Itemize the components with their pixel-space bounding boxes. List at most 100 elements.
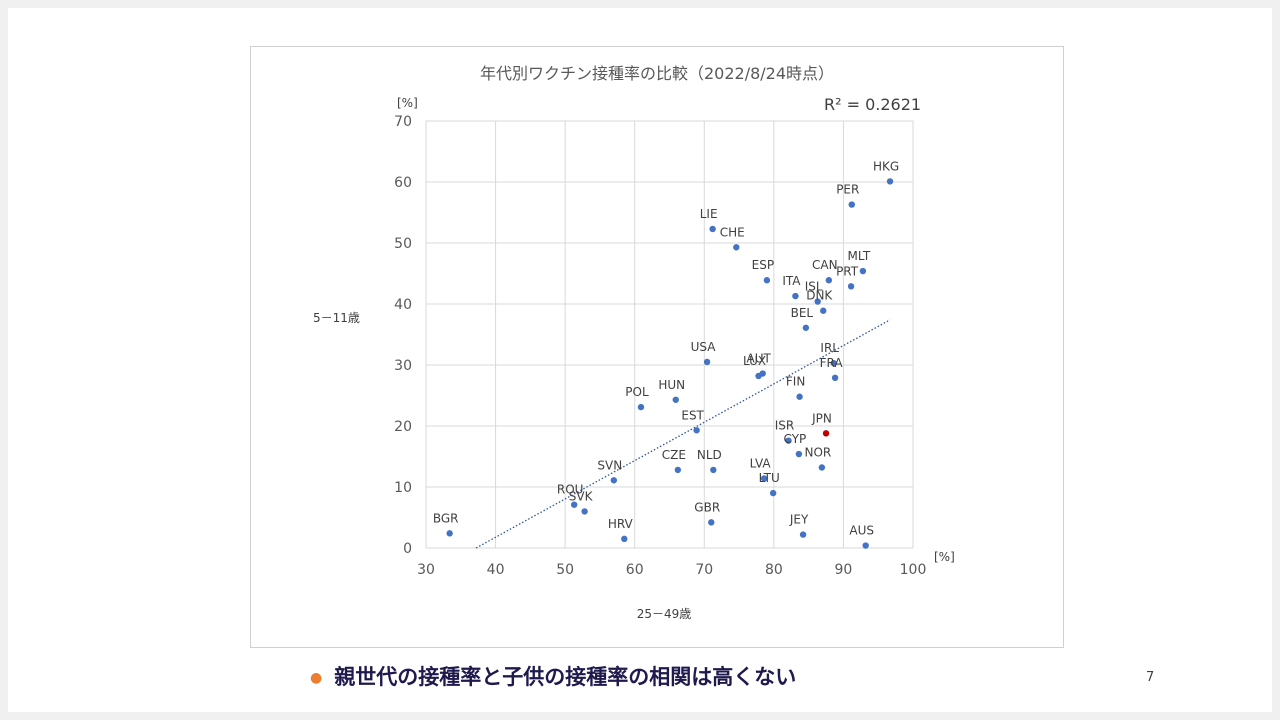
data-point [570,501,578,508]
data-point [859,267,867,275]
data-label: FRA [820,356,844,370]
data-point [637,403,645,411]
x-tick-label: 90 [835,562,853,578]
y-tick-label: 10 [394,480,412,496]
data-point [709,225,716,233]
data-label: HKG [873,159,899,173]
data-label: SVK [569,489,594,503]
y-tick-label: 20 [394,419,412,435]
data-point [822,430,830,437]
data-label: ITA [782,274,801,288]
data-label: DNK [806,289,833,303]
data-point [733,244,740,251]
data-label: AUT [747,352,772,366]
data-label: CZE [662,448,686,462]
x-tick-label: 70 [695,562,713,578]
x-tick-label: 30 [417,562,435,578]
data-point [831,374,839,382]
y-tick-label: 40 [394,297,412,313]
data-point [825,277,833,284]
y-tick-label: 70 [394,114,412,130]
data-point [830,359,837,367]
data-point [760,475,768,482]
chart-title: 年代別ワクチン接種率の比較（2022/8/24時点） [479,64,835,83]
page-number: 7 [1146,670,1155,685]
data-label: CYP [784,432,807,446]
data-point [862,542,869,549]
data-point [847,283,855,290]
data-point [703,358,711,366]
x-tick-label: 100 [900,562,927,578]
data-point [799,531,807,538]
y-axis-unit: [%] [397,96,418,110]
data-label: BEL [791,306,814,320]
data-label: ISR [775,419,795,433]
data-label: NLD [697,448,722,462]
data-point [708,519,715,526]
x-tick-label: 60 [626,562,644,578]
x-axis-unit: [%] [934,550,955,564]
data-point [818,464,826,471]
y-axis-label: 5－11歳 [313,311,360,325]
data-label: IRL [820,341,839,355]
data-label: GBR [694,500,720,514]
data-label: MLT [848,249,871,263]
data-label: HUN [658,378,685,392]
scatter-plot: 30 40 50 60 70 80 90 100 0 10 20 30 40 50 60 70 BGR HRV SV… [394,114,927,578]
x-tick-label: 80 [765,562,783,578]
data-point [769,489,777,497]
data-label: CAN [812,258,838,272]
data-label: ISL [805,280,823,294]
data-label: EST [681,408,704,422]
data-point [802,324,810,331]
data-label: NOR [804,445,831,459]
data-label: HRV [608,517,634,531]
data-label: BGR [433,511,459,525]
data-label: PER [836,183,859,197]
bullet-item: ● 親世代の接種率と子供の接種率の相関は高くない [310,661,796,691]
data-point [796,393,803,400]
y-tick-label: 60 [394,175,412,191]
data-point [814,298,821,305]
y-tick-label: 50 [394,236,412,252]
data-point [792,292,799,300]
x-axis-label: 25－49歳 [636,607,692,621]
data-label: USA [691,340,717,354]
data-point [581,508,588,515]
data-point [785,437,792,444]
data-point [621,535,628,543]
data-label: ROU [557,483,584,497]
data-label: LIE [700,207,718,221]
data-point [710,466,717,474]
data-label: ESP [752,258,774,272]
data-point [795,450,803,458]
data-point [886,178,894,185]
data-label: LUX [743,354,766,368]
x-tick-label: 50 [556,562,574,578]
data-point [610,477,618,484]
data-point [820,307,827,314]
data-point [763,277,771,284]
data-point [693,427,700,434]
chart-frame: 年代別ワクチン接種率の比較（2022/8/24時点） R² = 0.2621 [… [250,46,1064,648]
data-point [759,370,766,377]
r-squared-label: R² = 0.2621 [824,95,922,114]
y-tick-label: 0 [403,541,412,557]
bullet-text: 親世代の接種率と子供の接種率の相関は高くない [334,665,797,689]
data-label: POL [625,385,649,399]
data-label: LVA [750,456,772,470]
data-label: FIN [786,375,805,389]
data-label: PRT [836,264,859,278]
slide: 年代別ワクチン接種率の比較（2022/8/24時点） R² = 0.2621 [… [8,8,1272,712]
data-label: JEY [789,513,809,527]
data-point [674,466,682,474]
bullet-icon: ● [310,670,323,686]
data-label: LTU [759,471,780,485]
y-tick-label: 30 [394,358,412,374]
data-point [446,530,453,537]
x-tick-label: 40 [487,562,505,578]
data-label: AUS [849,524,874,538]
data-point [672,396,679,403]
data-label: CHE [720,225,745,239]
data-label: JPN [811,411,832,425]
